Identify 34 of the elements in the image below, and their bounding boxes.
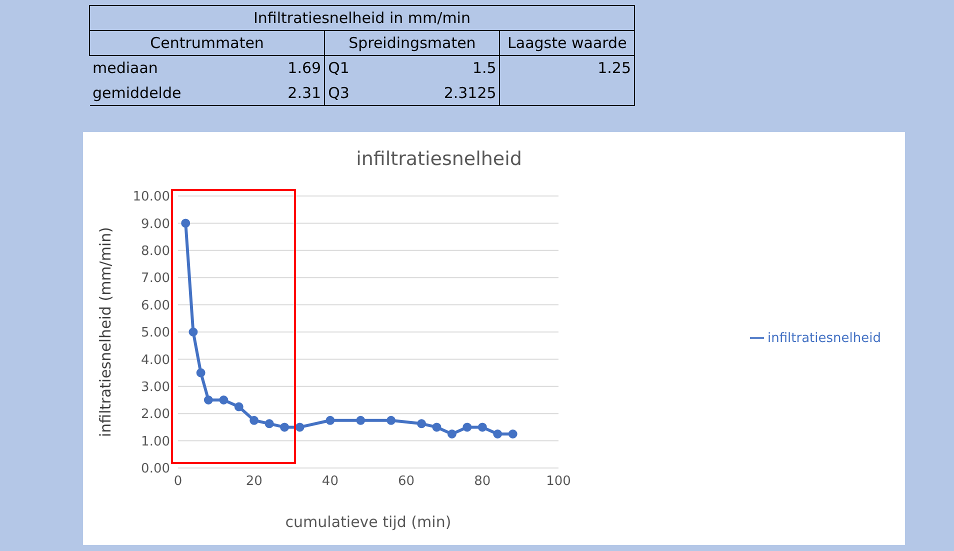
text: mediaan bbox=[92, 58, 159, 80]
y-tick-label: 10.00 bbox=[132, 190, 170, 205]
y-tick-label: 0.00 bbox=[141, 462, 170, 477]
text: gemiddelde bbox=[92, 82, 182, 104]
y-tick-label: 7.00 bbox=[141, 271, 170, 286]
x-tick-label: 60 bbox=[398, 474, 415, 490]
y-tick-label: 6.00 bbox=[141, 298, 170, 314]
chart-title: infiltratiesnelheid bbox=[356, 148, 522, 170]
text: 2.3125 bbox=[380, 80, 500, 106]
y-tick-label: 3.00 bbox=[141, 380, 170, 396]
y-tick-label: 1.00 bbox=[141, 434, 170, 450]
text: Q3 bbox=[327, 82, 350, 104]
y-tick-label: 5.00 bbox=[141, 326, 170, 341]
x-tick-label: 80 bbox=[474, 474, 491, 490]
x-axis-title: cumulatieve tijd (min) bbox=[285, 513, 452, 531]
x-tick-label: 100 bbox=[546, 474, 571, 490]
text: 1.25 bbox=[500, 56, 634, 80]
text: 1.69 bbox=[254, 56, 325, 80]
legend-label: infiltratiesnelheid bbox=[768, 331, 881, 346]
y-tick-label: 8.00 bbox=[141, 244, 170, 260]
y-tick-label: 4.00 bbox=[141, 352, 170, 368]
text: Spreidingsmaten bbox=[324, 30, 500, 56]
text: 1.5 bbox=[380, 56, 500, 80]
text: Centrummaten bbox=[90, 30, 325, 56]
text: Q1 bbox=[327, 58, 350, 80]
text: Laagste waarde bbox=[500, 30, 634, 56]
x-tick-label: 40 bbox=[322, 474, 338, 490]
y-tick-label: 2.00 bbox=[141, 407, 170, 422]
x-tick-label: 0 bbox=[174, 474, 182, 490]
text: Infiltratiesnelheid in mm/min bbox=[90, 6, 634, 30]
text: 2.31 bbox=[254, 80, 325, 106]
x-tick-label: 20 bbox=[246, 474, 262, 490]
y-axis-title: infiltratiesnelheid (mm/min) bbox=[96, 227, 114, 437]
y-tick-label: 9.00 bbox=[141, 216, 170, 232]
